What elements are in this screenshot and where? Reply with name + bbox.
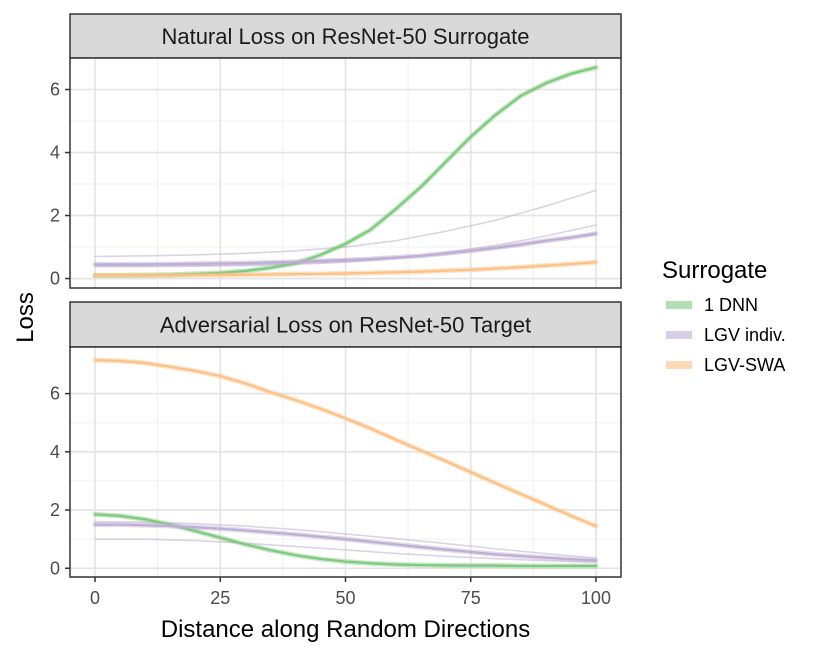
legend-label: 1 DNN: [704, 295, 758, 315]
x-tick-label: 0: [90, 588, 100, 608]
series-line-lgv-indiv: [93, 523, 598, 562]
x-tick-label: 50: [335, 588, 355, 608]
y-axis-title: Loss: [12, 292, 39, 343]
y-tick-label: 2: [50, 500, 60, 520]
series-line-lgv-indiv: [93, 232, 598, 266]
legend-title: Surrogate: [662, 257, 767, 284]
y-tick-label: 4: [50, 143, 60, 163]
panel-border: [69, 57, 622, 289]
panel-title: Natural Loss on ResNet-50 Surrogate: [161, 24, 529, 49]
x-tick-label: 75: [461, 588, 481, 608]
series-line-lgv-swa: [93, 261, 598, 277]
y-tick-label: 6: [50, 80, 60, 100]
legend-item: LGV-SWA: [666, 355, 785, 375]
legend-label: LGV-SWA: [704, 355, 785, 375]
panel-title: Adversarial Loss on ResNet-50 Target: [160, 313, 531, 338]
series-line-faint: [94, 520, 597, 559]
legend-label: LGV indiv.: [704, 325, 786, 345]
y-tick-label: 4: [50, 442, 60, 462]
panel-strip: [69, 13, 622, 59]
legend-item: 1 DNN: [666, 295, 758, 315]
x-tick-label: 25: [210, 588, 230, 608]
y-tick-label: 0: [50, 269, 60, 289]
x-tick-label: 100: [581, 588, 611, 608]
panel-2: Adversarial Loss on ResNet-50 Target 0 2 4 6…: [50, 301, 622, 608]
series-line-faint: [94, 224, 597, 268]
panel-1: Natural Loss on ResNet-50 Surrogate 0 2 4 6: [50, 13, 622, 289]
series-line-faint: [94, 189, 597, 258]
legend: Surrogate 1 DNN LGV indiv. LGV-SWA: [662, 257, 786, 375]
series-line-faint: [94, 538, 597, 563]
legend-item: LGV indiv.: [666, 325, 786, 345]
y-tick-label: 6: [50, 384, 60, 404]
y-tick-label: 2: [50, 206, 60, 226]
y-tick-label: 0: [50, 558, 60, 578]
series-line-lgv-swa: [93, 359, 598, 528]
x-axis-title: Distance along Random Directions: [161, 616, 531, 643]
